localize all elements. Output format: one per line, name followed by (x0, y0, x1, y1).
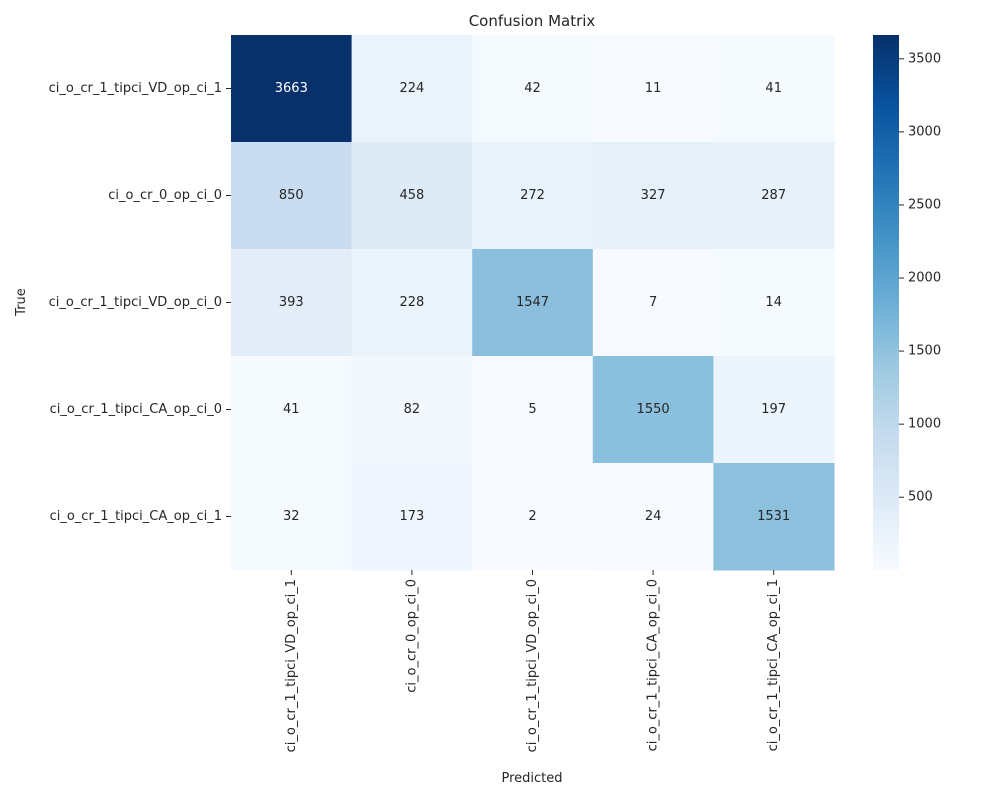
cell-value-label: 327 (641, 188, 666, 203)
cell-value-label: 82 (404, 402, 421, 417)
heatmap-cell (472, 142, 594, 250)
x-tick-label: ci_o_cr_0_op_ci_0 (404, 579, 419, 693)
y-tick-label: ci_o_cr_1_tipci_VD_op_ci_1 (49, 81, 222, 96)
heatmap-cell (231, 142, 353, 250)
cell-value-label: 14 (765, 295, 782, 310)
x-tick-label: ci_o_cr_1_tipci_CA_op_ci_1 (766, 579, 781, 751)
heatmap-cell (351, 249, 473, 357)
heatmap-cell (713, 463, 835, 571)
colorbar-tick-label: 3500 (908, 51, 941, 66)
colorbar-gradient (873, 35, 899, 570)
colorbar-tick-label: 3000 (908, 124, 941, 139)
heatmap-cell (713, 142, 835, 250)
heatmap-cell (231, 249, 353, 357)
x-axis-label: Predicted (501, 771, 562, 786)
cell-value-label: 41 (765, 81, 782, 96)
heatmap-cell (592, 249, 714, 357)
colorbar-tick-label: 500 (908, 490, 933, 505)
x-tick-labels: ci_o_cr_1_tipci_VD_op_ci_1 ci_o_cr_0_op_c… (284, 570, 781, 752)
cell-value-label: 24 (645, 509, 662, 524)
colorbar-tick-label: 1000 (908, 417, 941, 432)
x-tick-label: ci_o_cr_1_tipci_VD_op_ci_0 (525, 579, 540, 752)
cell-value-label: 173 (399, 509, 424, 524)
heatmap-cell (472, 35, 594, 143)
heatmap-cell (592, 142, 714, 250)
colorbar-tick-label: 1500 (908, 344, 941, 359)
cell-value-label: 272 (520, 188, 545, 203)
cell-value-label: 287 (761, 188, 786, 203)
heatmap-cell (231, 463, 353, 571)
cell-value-label: 11 (645, 81, 662, 96)
heatmap-cell (592, 356, 714, 464)
cell-value-label: 1550 (637, 402, 670, 417)
heatmap-cell (351, 142, 473, 250)
heatmap-cell (713, 249, 835, 357)
heatmap-cell (351, 356, 473, 464)
y-axis-label: True (14, 288, 29, 317)
cell-value-label: 32 (283, 509, 300, 524)
heatmap-cell (472, 356, 594, 464)
colorbar-tick-label: 2000 (908, 271, 941, 286)
heatmap-cell (472, 249, 594, 357)
y-tick-label: ci_o_cr_1_tipci_CA_op_ci_1 (50, 509, 222, 524)
heatmap-cell (472, 463, 594, 571)
cell-value-label: 5 (528, 402, 536, 417)
cell-value-label: 850 (279, 188, 304, 203)
cell-value-label: 224 (399, 81, 424, 96)
y-tick-labels: ci_o_cr_1_tipci_VD_op_ci_1 ci_o_cr_0_op_c… (49, 81, 231, 524)
cell-value-label: 3663 (275, 81, 308, 96)
cell-value-label: 42 (524, 81, 541, 96)
cell-value-label: 197 (761, 402, 786, 417)
heatmap-cell (351, 35, 473, 143)
heatmap-cell (351, 463, 473, 571)
heatmap-cell (231, 356, 353, 464)
heatmap-cell (713, 356, 835, 464)
cell-value-label: 41 (283, 402, 300, 417)
cell-value-label: 1531 (757, 509, 790, 524)
cell-value-label: 1547 (516, 295, 549, 310)
x-tick-label: ci_o_cr_1_tipci_CA_op_ci_0 (646, 579, 661, 751)
heatmap-cell (713, 35, 835, 143)
cell-value-label: 393 (279, 295, 304, 310)
chart-title: Confusion Matrix (469, 12, 596, 30)
y-tick-label: ci_o_cr_1_tipci_VD_op_ci_0 (49, 295, 222, 310)
colorbar: 500 1000 1500 2000 2500 3000 3500 (873, 35, 941, 570)
cell-value-label: 7 (649, 295, 657, 310)
heatmap-cell (592, 463, 714, 571)
heatmap-cell (592, 35, 714, 143)
x-tick-label: ci_o_cr_1_tipci_VD_op_ci_1 (284, 579, 299, 752)
colorbar-tick-label: 2500 (908, 197, 941, 212)
heatmap-cell (231, 35, 353, 143)
cell-value-label: 458 (399, 188, 424, 203)
y-tick-label: ci_o_cr_0_op_ci_0 (108, 188, 222, 203)
y-tick-label: ci_o_cr_1_tipci_CA_op_ci_0 (50, 402, 222, 417)
cell-value-label: 228 (399, 295, 424, 310)
cell-value-label: 2 (528, 509, 536, 524)
